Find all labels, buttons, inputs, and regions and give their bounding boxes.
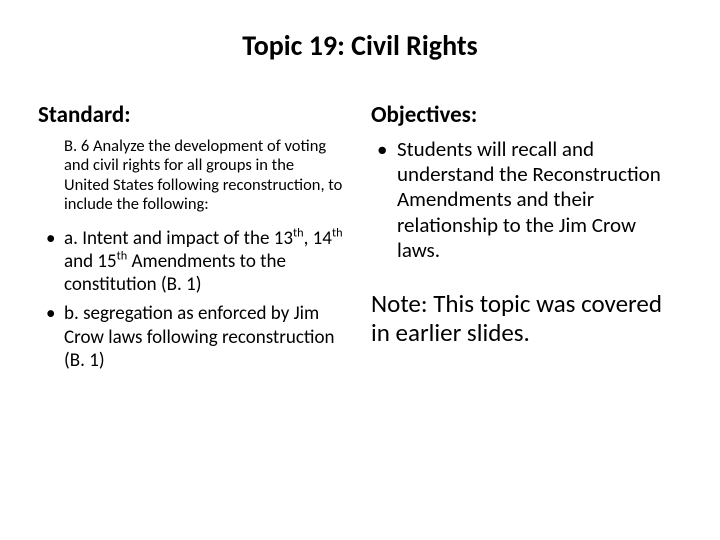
note-text: Note: This topic was covered in earlier … xyxy=(371,289,682,348)
content-columns: Standard: B. 6 Analyze the development o… xyxy=(38,101,682,378)
objectives-list: Students will recall and understand the … xyxy=(371,137,682,263)
standard-list: a. Intent and impact of the 13th, 14th a… xyxy=(38,227,349,372)
left-column: Standard: B. 6 Analyze the development o… xyxy=(38,101,349,378)
right-column: Objectives: Students will recall and und… xyxy=(371,101,682,378)
slide-title: Topic 19: Civil Rights xyxy=(38,28,682,63)
list-item: Students will recall and understand the … xyxy=(371,137,682,263)
list-item: b. segregation as enforced by Jim Crow l… xyxy=(38,302,349,372)
list-item: a. Intent and impact of the 13th, 14th a… xyxy=(38,227,349,297)
objectives-heading: Objectives: xyxy=(371,101,682,129)
standard-intro: B. 6 Analyze the development of voting a… xyxy=(64,137,343,215)
standard-heading: Standard: xyxy=(38,101,349,129)
